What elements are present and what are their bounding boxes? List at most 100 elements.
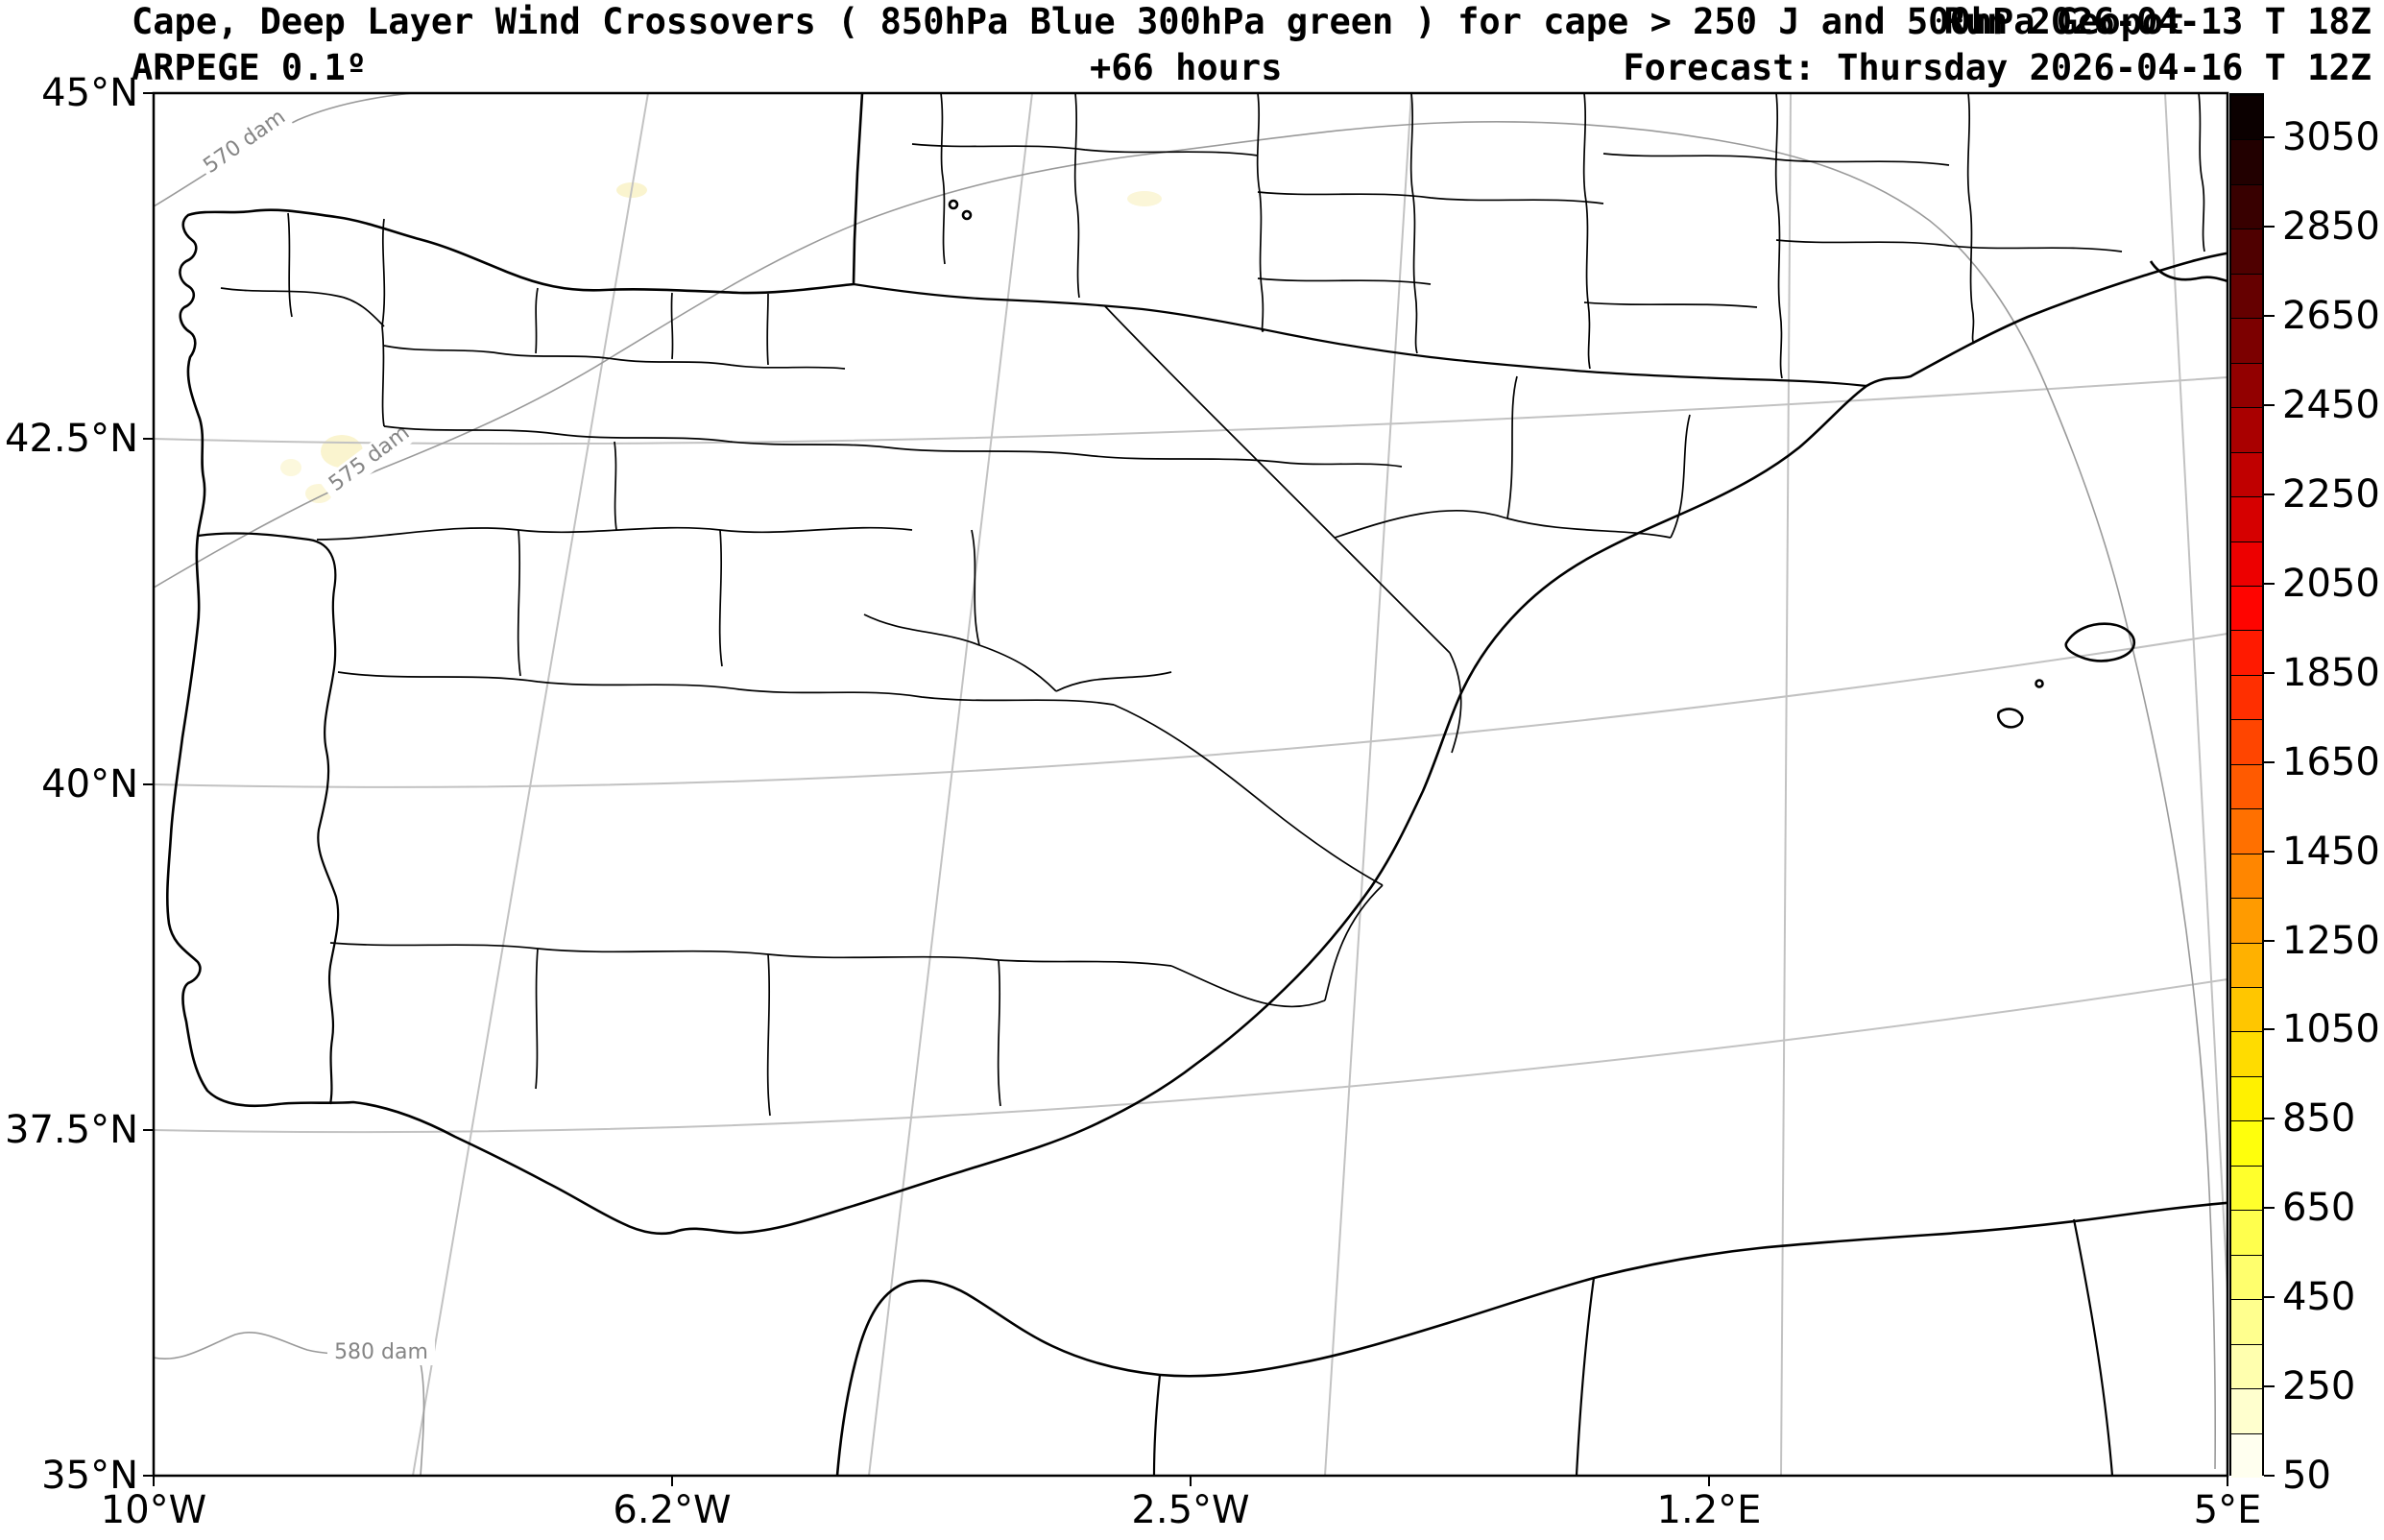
colorbar-tick <box>2264 1385 2275 1388</box>
y-axis-tick-label: 37.5°N <box>5 1108 138 1152</box>
colorbar-segment <box>2231 496 2262 541</box>
y-axis-tick <box>143 92 154 94</box>
y-axis-tick <box>143 438 154 440</box>
colorbar-tick-label: 2850 <box>2282 205 2380 250</box>
colorbar-tick <box>2264 315 2275 318</box>
y-axis-tick <box>143 1475 154 1477</box>
svg-text:580 dam: 580 dam <box>334 1340 428 1364</box>
colorbar-tick-label: 2450 <box>2282 383 2380 428</box>
gridline-meridian <box>1780 93 1792 1476</box>
model-label: ARPEGE 0.1º <box>132 47 368 88</box>
y-axis-tick <box>143 1129 154 1131</box>
colorbar-tick <box>2264 582 2275 585</box>
coastal-lagoon <box>2149 260 2227 283</box>
colorbar-tick <box>2264 404 2275 407</box>
border-france-spain <box>853 282 1867 388</box>
lead-time-label: +66 hours <box>1090 47 1283 88</box>
colorbar-segment <box>2231 1075 2262 1121</box>
colorbar-tick <box>2264 671 2275 674</box>
gridline-meridian <box>1324 93 1412 1476</box>
forecast-label: Forecast: Thursday 2026-04-16 T 12Z <box>1623 47 2372 88</box>
africa-coastline <box>835 1201 2227 1476</box>
coastline <box>165 93 2227 1476</box>
colorbar-segment <box>2231 1210 2262 1255</box>
gridline-meridian <box>2164 93 2227 1292</box>
colorbar-tick-label: 1250 <box>2282 918 2380 963</box>
colorbar-tick-label: 1050 <box>2282 1007 2380 1052</box>
colorbar-tick <box>2264 1118 2275 1120</box>
colorbar-segment <box>2231 407 2262 452</box>
y-axis-tick-label: 40°N <box>41 762 138 806</box>
colorbar-segment <box>2231 1299 2262 1344</box>
island-mallorca <box>2064 622 2136 662</box>
colorbar-segment <box>2231 1120 2262 1166</box>
colorbar-segment <box>2231 898 2262 943</box>
colorbar-segment <box>2231 987 2262 1032</box>
contour-label-580: 580 dam <box>327 1340 435 1365</box>
gridline-parallel <box>154 633 2227 788</box>
svg-text:570 dam: 570 dam <box>199 105 290 179</box>
y-axis-tick-label: 45°N <box>41 71 138 115</box>
islet <box>2035 679 2044 688</box>
colorbar-tick-label: 250 <box>2282 1364 2356 1409</box>
x-axis-tick-label: 6.2°W <box>613 1488 732 1532</box>
colorbar-segment <box>2231 451 2262 497</box>
colorbar-segment <box>2231 95 2262 140</box>
page-title: Cape, Deep Layer Wind Crossovers ( 850hP… <box>132 1 2185 42</box>
x-axis-tick <box>1708 1476 1710 1486</box>
y-axis-tick-label: 42.5°N <box>5 417 138 461</box>
colorbar-tick-label: 650 <box>2282 1186 2356 1231</box>
colorbar-segment <box>2231 942 2262 988</box>
colorbar-tick-label: 450 <box>2282 1275 2356 1320</box>
colorbar-segment <box>2231 1254 2262 1300</box>
gridline-meridian <box>868 93 1033 1476</box>
colorbar-segment <box>2231 719 2262 764</box>
colorbar-segment <box>2231 1031 2262 1076</box>
colorbar-segment <box>2231 630 2262 675</box>
colorbar-tick <box>2264 939 2275 942</box>
colorbar-tick-label: 3050 <box>2282 115 2380 160</box>
colorbar-segment <box>2231 139 2262 184</box>
colorbar-tick <box>2264 1475 2275 1477</box>
x-axis-tick-label: 10°W <box>100 1488 207 1532</box>
island-ibiza <box>1996 708 2024 729</box>
border-spain-portugal <box>197 532 340 1105</box>
colorbar-tick-label: 2250 <box>2282 472 2380 517</box>
contour-570 <box>154 93 414 207</box>
x-axis-tick-label: 1.2°E <box>1656 1488 1762 1532</box>
x-axis-tick-label: 5°E <box>2193 1488 2262 1532</box>
colorbar-segment <box>2231 318 2262 363</box>
colorbar-segment <box>2231 1388 2262 1433</box>
colorbar <box>2229 93 2264 1478</box>
colorbar-tick-label: 2650 <box>2282 294 2380 339</box>
coastal-lake <box>948 199 959 210</box>
colorbar-segment <box>2231 853 2262 899</box>
colorbar-tick <box>2264 760 2275 763</box>
coastal-lake <box>961 209 973 221</box>
colorbar-segment <box>2231 674 2262 720</box>
y-axis-tick <box>143 783 154 785</box>
x-axis-tick <box>671 1476 673 1486</box>
country-borders <box>197 282 2114 1476</box>
x-axis-tick <box>2227 1476 2228 1486</box>
colorbar-segment <box>2231 273 2262 319</box>
colorbar-tick-label: 850 <box>2282 1096 2356 1142</box>
border-morocco-algeria <box>1575 1277 1596 1476</box>
contour-label-570: 570 dam <box>196 103 294 181</box>
colorbar-tick <box>2264 136 2275 139</box>
colorbar-tick-label: 2050 <box>2282 561 2380 606</box>
colorbar-segment <box>2231 1343 2262 1389</box>
colorbar-tick-label: 50 <box>2282 1454 2331 1498</box>
colorbar-tick-label: 1450 <box>2282 829 2380 874</box>
colorbar-tick <box>2264 850 2275 853</box>
colorbar-tick-label: 1650 <box>2282 739 2380 784</box>
colorbar-tick <box>2264 1296 2275 1299</box>
run-timestamp: Run 2026-04-13 T 18Z <box>1943 1 2372 42</box>
border-africa <box>1152 1374 1162 1476</box>
gridline-parallel <box>154 978 2227 1134</box>
iberia-france-coastline <box>165 93 2227 1236</box>
colorbar-tick <box>2264 1207 2275 1210</box>
contour-575 <box>154 121 2216 1470</box>
colorbar-tick <box>2264 493 2275 496</box>
colorbar-tick <box>2264 226 2275 229</box>
